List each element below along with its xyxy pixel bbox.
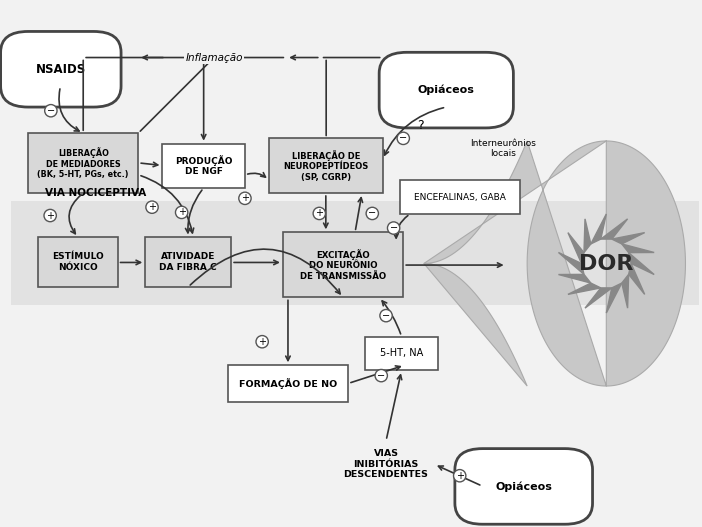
Text: EXCITAÇÃO
DO NEURÔNIO
DE TRANSMISSÃO: EXCITAÇÃO DO NEURÔNIO DE TRANSMISSÃO — [300, 249, 386, 281]
Polygon shape — [584, 219, 591, 252]
FancyBboxPatch shape — [11, 201, 699, 305]
Text: FORMAÇÃO DE NO: FORMAÇÃO DE NO — [239, 378, 337, 389]
Polygon shape — [568, 283, 601, 295]
FancyBboxPatch shape — [28, 133, 138, 193]
Text: ENCEFALINAS, GABA: ENCEFALINAS, GABA — [414, 192, 506, 201]
FancyBboxPatch shape — [1, 32, 121, 107]
Text: Inflamação: Inflamação — [185, 53, 243, 63]
Text: +: + — [178, 208, 185, 218]
Text: DOR: DOR — [579, 253, 633, 274]
Text: +: + — [46, 210, 54, 220]
Text: Opiáceos: Opiáceos — [418, 85, 475, 95]
Text: ATIVIDADE
DA FIBRA C: ATIVIDADE DA FIBRA C — [159, 252, 217, 272]
Text: −: − — [390, 223, 398, 233]
Polygon shape — [622, 275, 629, 308]
Polygon shape — [601, 219, 628, 239]
Text: 5-HT, NA: 5-HT, NA — [380, 348, 423, 358]
Text: +: + — [456, 471, 464, 481]
FancyBboxPatch shape — [366, 337, 437, 370]
Text: VIA NOCICEPTIVA: VIA NOCICEPTIVA — [46, 188, 147, 198]
Polygon shape — [591, 214, 607, 244]
Text: VIAS
INIBITÓRIAS
DESCENDENTES: VIAS INIBITÓRIAS DESCENDENTES — [343, 450, 428, 479]
Polygon shape — [629, 264, 644, 295]
Polygon shape — [585, 288, 612, 308]
Text: −: − — [382, 310, 390, 320]
Text: −: − — [399, 133, 407, 143]
Text: NSAIDS: NSAIDS — [36, 63, 86, 76]
Polygon shape — [559, 252, 584, 275]
FancyBboxPatch shape — [39, 238, 118, 287]
FancyBboxPatch shape — [283, 232, 403, 297]
Text: +: + — [315, 209, 324, 218]
FancyBboxPatch shape — [400, 180, 520, 214]
Text: Inflamação: Inflamação — [185, 53, 243, 63]
Polygon shape — [424, 141, 685, 386]
Text: +: + — [148, 202, 156, 212]
Text: +: + — [241, 193, 249, 203]
Polygon shape — [559, 275, 591, 283]
Text: ?: ? — [417, 119, 424, 132]
FancyBboxPatch shape — [162, 143, 245, 188]
Text: −: − — [369, 209, 376, 218]
Text: −: − — [377, 370, 385, 380]
Polygon shape — [612, 232, 644, 244]
FancyBboxPatch shape — [227, 365, 348, 402]
Text: LIBERAÇÃO
DE MEDIADORES
(BK, 5-HT, PGs, etc.): LIBERAÇÃO DE MEDIADORES (BK, 5-HT, PGs, … — [37, 147, 129, 179]
Text: −: − — [47, 106, 55, 116]
Text: +: + — [258, 337, 266, 347]
Polygon shape — [622, 244, 654, 252]
Polygon shape — [607, 283, 622, 313]
Text: PRODUÇÃO
DE NGF: PRODUÇÃO DE NGF — [175, 155, 232, 177]
FancyBboxPatch shape — [379, 52, 513, 128]
Text: LIBERAÇÃO DE
NEUROPEPTÍDEOS
(SP, CGRP): LIBERAÇÃO DE NEUROPEPTÍDEOS (SP, CGRP) — [283, 150, 369, 182]
FancyBboxPatch shape — [455, 448, 592, 524]
Polygon shape — [568, 232, 584, 264]
FancyBboxPatch shape — [145, 238, 231, 287]
Text: ESTÍMULO
NÓXICO: ESTÍMULO NÓXICO — [52, 252, 104, 272]
FancyBboxPatch shape — [269, 139, 383, 193]
Polygon shape — [629, 252, 654, 275]
Text: Opiáceos: Opiáceos — [496, 481, 552, 492]
Text: Interneurônios
locais: Interneurônios locais — [470, 139, 536, 159]
